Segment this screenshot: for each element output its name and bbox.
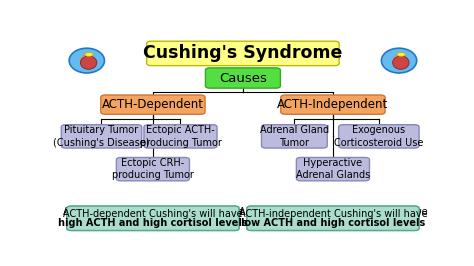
Text: Exogenous
Corticosteroid Use: Exogenous Corticosteroid Use bbox=[334, 125, 424, 148]
FancyBboxPatch shape bbox=[67, 206, 239, 231]
Text: ACTH-Independent: ACTH-Independent bbox=[277, 98, 389, 111]
FancyBboxPatch shape bbox=[262, 125, 327, 148]
Text: Hyperactive
Adrenal Glands: Hyperactive Adrenal Glands bbox=[296, 158, 370, 180]
FancyBboxPatch shape bbox=[338, 125, 419, 148]
Text: Causes: Causes bbox=[219, 72, 267, 85]
Ellipse shape bbox=[69, 48, 104, 73]
FancyBboxPatch shape bbox=[144, 125, 217, 148]
Text: ACTH-independent Cushing's will have
low ACTH and high cortisol levels: ACTH-independent Cushing's will have low… bbox=[238, 207, 427, 230]
Ellipse shape bbox=[397, 53, 406, 56]
Ellipse shape bbox=[85, 53, 93, 56]
FancyBboxPatch shape bbox=[101, 95, 205, 114]
Text: ACTH-independent Cushing's will have: ACTH-independent Cushing's will have bbox=[238, 209, 427, 219]
Text: ACTH-dependent Cushing's will have: ACTH-dependent Cushing's will have bbox=[63, 209, 243, 219]
FancyBboxPatch shape bbox=[281, 95, 385, 114]
FancyBboxPatch shape bbox=[205, 68, 281, 88]
Text: low ACTH and high cortisol levels: low ACTH and high cortisol levels bbox=[241, 218, 425, 228]
Ellipse shape bbox=[81, 55, 92, 68]
FancyBboxPatch shape bbox=[296, 157, 369, 181]
FancyBboxPatch shape bbox=[146, 41, 339, 66]
FancyBboxPatch shape bbox=[67, 206, 239, 231]
FancyBboxPatch shape bbox=[247, 206, 419, 231]
FancyBboxPatch shape bbox=[61, 125, 142, 148]
Ellipse shape bbox=[81, 56, 97, 69]
FancyBboxPatch shape bbox=[117, 157, 190, 181]
Text: ACTH-Dependent: ACTH-Dependent bbox=[102, 98, 204, 111]
Text: Pituitary Tumor
(Cushing's Disease): Pituitary Tumor (Cushing's Disease) bbox=[53, 125, 150, 148]
Text: ACTH-dependent Cushing's will have
high ACTH and high cortisol levels: ACTH-dependent Cushing's will have high … bbox=[63, 207, 243, 230]
Ellipse shape bbox=[392, 56, 409, 69]
Text: Adrenal Gland
Tumor: Adrenal Gland Tumor bbox=[260, 125, 329, 148]
Ellipse shape bbox=[382, 48, 417, 73]
Ellipse shape bbox=[392, 55, 404, 68]
FancyBboxPatch shape bbox=[247, 206, 419, 231]
Text: Cushing's Syndrome: Cushing's Syndrome bbox=[143, 44, 343, 63]
Text: high ACTH and high cortisol levels: high ACTH and high cortisol levels bbox=[58, 218, 248, 228]
Text: Ectopic CRH-
producing Tumor: Ectopic CRH- producing Tumor bbox=[112, 158, 194, 180]
Text: Ectopic ACTH-
producing Tumor: Ectopic ACTH- producing Tumor bbox=[139, 125, 221, 148]
